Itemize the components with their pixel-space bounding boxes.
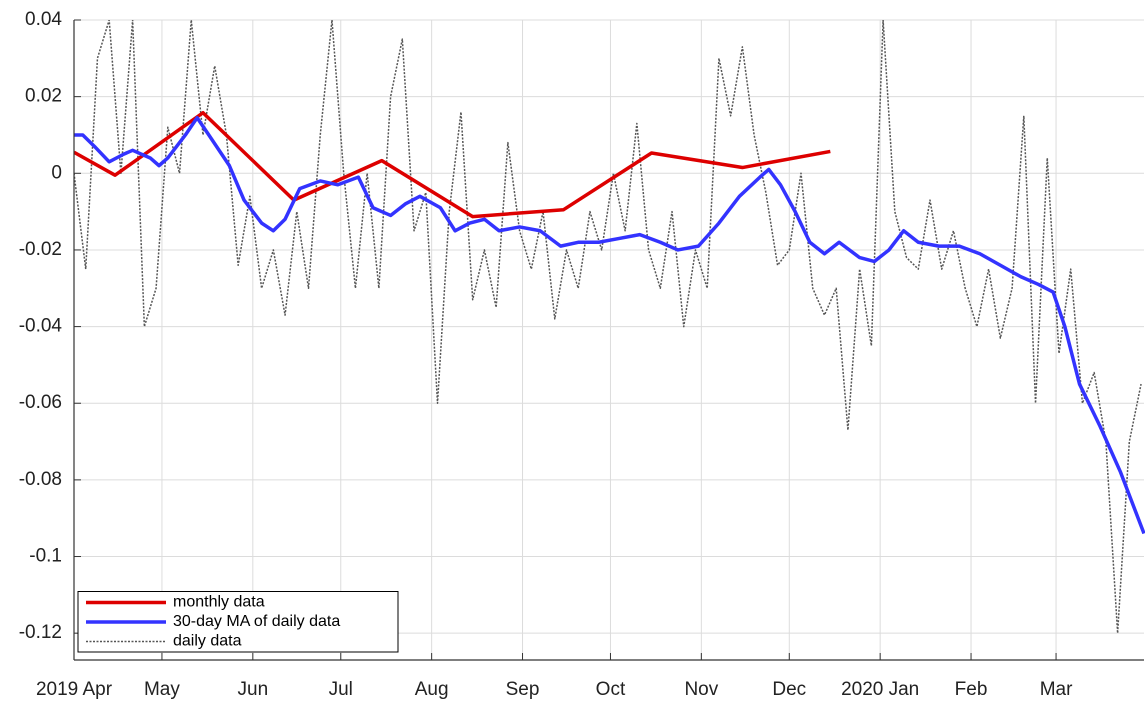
x-tick-label: 2020 Jan <box>841 679 919 700</box>
series-line <box>74 20 1142 634</box>
x-tick-label: Mar <box>1040 679 1073 700</box>
plot-area <box>74 20 1145 634</box>
legend-label: 30-day MA of daily data <box>173 613 340 630</box>
y-tick-label: -0.04 <box>19 316 63 337</box>
x-tick-label: Jun <box>238 679 269 700</box>
x-tick-label: Aug <box>415 679 449 700</box>
x-tick-label: Nov <box>684 679 718 700</box>
y-tick-label: -0.06 <box>19 392 62 413</box>
grid <box>73 19 1144 660</box>
x-tick-label: Oct <box>596 679 626 700</box>
x-tick-label: Feb <box>955 679 988 700</box>
y-tick-label: 0 <box>51 162 62 183</box>
legend-label: daily data <box>173 633 242 650</box>
x-tick-label: Jul <box>329 679 353 700</box>
x-tick-label: 2019 Apr <box>36 679 113 700</box>
y-tick-label: -0.1 <box>29 546 62 567</box>
y-tick-label: -0.02 <box>19 239 62 260</box>
x-tick-label: May <box>144 679 180 700</box>
y-tick-label: -0.08 <box>19 469 62 490</box>
x-tick-label: Sep <box>506 679 540 700</box>
axes: 0.04 0.02 0 -0.02 -0.04 -0.06 -0.08 -0.1 -0.12 20… <box>19 9 1144 700</box>
y-tick-label: -0.12 <box>19 622 62 643</box>
legend-label: monthly data <box>173 594 265 611</box>
series-line <box>74 115 1145 535</box>
y-tick-label: 0.04 <box>25 9 62 30</box>
x-tick-label: Dec <box>772 679 806 700</box>
legend: monthly data 30-day MA of daily data daily… <box>77 591 399 653</box>
series-line <box>74 110 831 219</box>
y-tick-label: 0.02 <box>25 86 62 107</box>
